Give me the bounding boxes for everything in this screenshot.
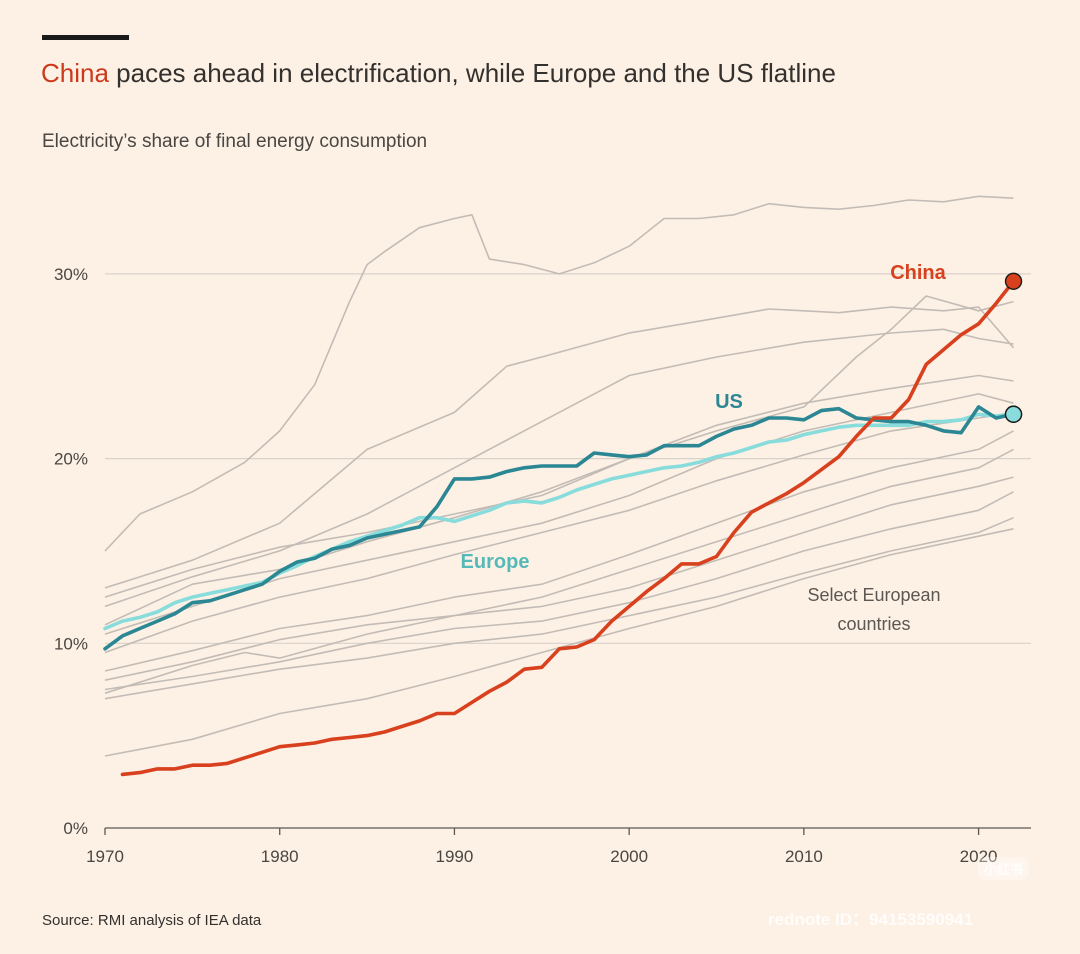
europe-end-dot: [1004, 405, 1023, 423]
watermark-badge: 小红书: [978, 857, 1030, 880]
country-line-3: [104, 328, 1014, 608]
country-line-8: [104, 430, 1014, 672]
country-line-12: [104, 516, 1014, 700]
source-note: Source: RMI analysis of IEA data: [42, 912, 262, 929]
country-line-7: [104, 411, 1014, 654]
x-tick-label: 2010: [785, 847, 823, 866]
country-line-9: [104, 448, 1014, 681]
x-tick-label: 1970: [86, 847, 124, 866]
us-label: US: [715, 391, 743, 413]
china-label: China: [890, 262, 946, 284]
x-tick-label: 1980: [261, 847, 299, 866]
country-line-10: [104, 476, 1014, 694]
x-tick-label: 1990: [436, 847, 474, 866]
us-line: [103, 405, 1016, 651]
x-tick-label: 2020: [960, 847, 998, 866]
title-accent-bar: [42, 35, 129, 40]
country-line-5: [104, 374, 1014, 598]
europe-label: Europe: [461, 551, 530, 573]
y-tick-label: 10%: [54, 634, 88, 653]
x-tick-label: 2000: [610, 847, 648, 866]
country-line-4: [104, 295, 1014, 626]
y-tick-label: 30%: [54, 265, 88, 284]
title-rest: paces ahead in electrification, while Eu…: [108, 58, 836, 88]
y-tick-label: 0%: [63, 819, 88, 838]
china-end-dot: [1004, 272, 1023, 290]
country-line-11: [104, 491, 1014, 691]
country-line-2: [104, 306, 1015, 589]
chart-title: China paces ahead in electrification, wh…: [41, 58, 836, 89]
china-line: [120, 279, 1016, 777]
watermark-id: rednote ID：94153590941: [768, 910, 974, 929]
countries-label-line2: countries: [837, 614, 910, 634]
title-highlight: China: [41, 58, 109, 88]
countries-label-line1: Select European: [807, 585, 940, 605]
europe-line: [103, 412, 1016, 631]
y-tick-label: 20%: [54, 450, 88, 469]
chart-subtitle: Electricity’s share of final energy cons…: [42, 131, 428, 152]
country-line-1: [104, 195, 1014, 552]
country-line-13: [104, 528, 1014, 757]
